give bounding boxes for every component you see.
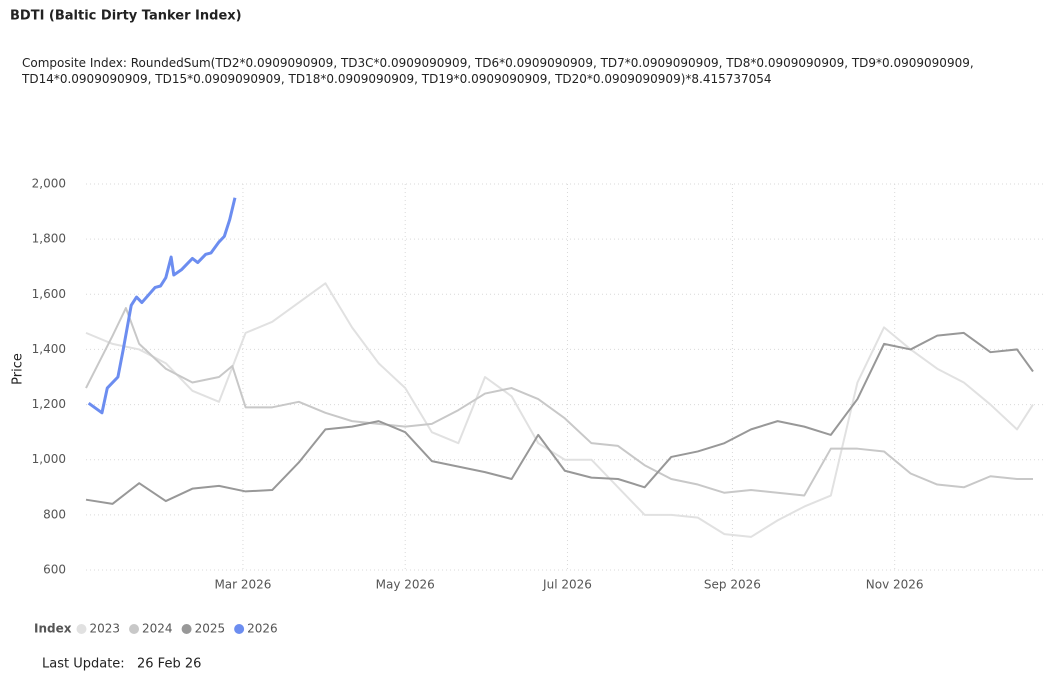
y-tick-label: 1,800: [32, 232, 66, 246]
x-tick-label: May 2026: [376, 578, 435, 592]
last-update-label: Last Update:: [42, 657, 125, 672]
legend-label: 2026: [247, 622, 278, 636]
legend-label: 2023: [89, 622, 120, 636]
x-tick-label: Nov 2026: [866, 578, 924, 592]
y-tick-label: 1,400: [32, 342, 66, 356]
legend-title: Index: [34, 622, 72, 636]
subtitle-box: Composite Index: RoundedSum(TD2*0.090909…: [22, 56, 974, 86]
y-tick-label: 1,600: [32, 287, 66, 301]
y-tick-label: 2,000: [32, 177, 66, 191]
legend-swatch: [234, 624, 245, 634]
legend-swatch: [129, 624, 140, 634]
x-tick-label: Jul 2026: [542, 578, 592, 592]
legend-label: 2025: [195, 622, 226, 636]
chart-title: BDTI (Baltic Dirty Tanker Index): [10, 9, 242, 24]
line-series: [85, 282, 1034, 538]
y-axis-label: Price: [11, 353, 26, 385]
line-series: [85, 307, 1033, 497]
y-tick-label: 1,200: [32, 397, 66, 411]
y-tick-label: 1,000: [32, 452, 66, 466]
line-series: [87, 197, 237, 415]
line-series: [85, 331, 1034, 505]
x-tick-label: Sep 2026: [704, 578, 761, 592]
y-tick-label: 600: [43, 563, 66, 577]
legend-swatch: [181, 624, 192, 634]
y-tick-label: 800: [43, 507, 66, 521]
x-tick-label: Mar 2026: [214, 578, 271, 592]
legend-swatch: [76, 624, 87, 634]
chart-subtitle: Composite Index: RoundedSum(TD2*0.090909…: [22, 56, 974, 86]
legend-label: 2024: [142, 622, 173, 636]
last-update: 26 Feb 26: [137, 657, 201, 672]
